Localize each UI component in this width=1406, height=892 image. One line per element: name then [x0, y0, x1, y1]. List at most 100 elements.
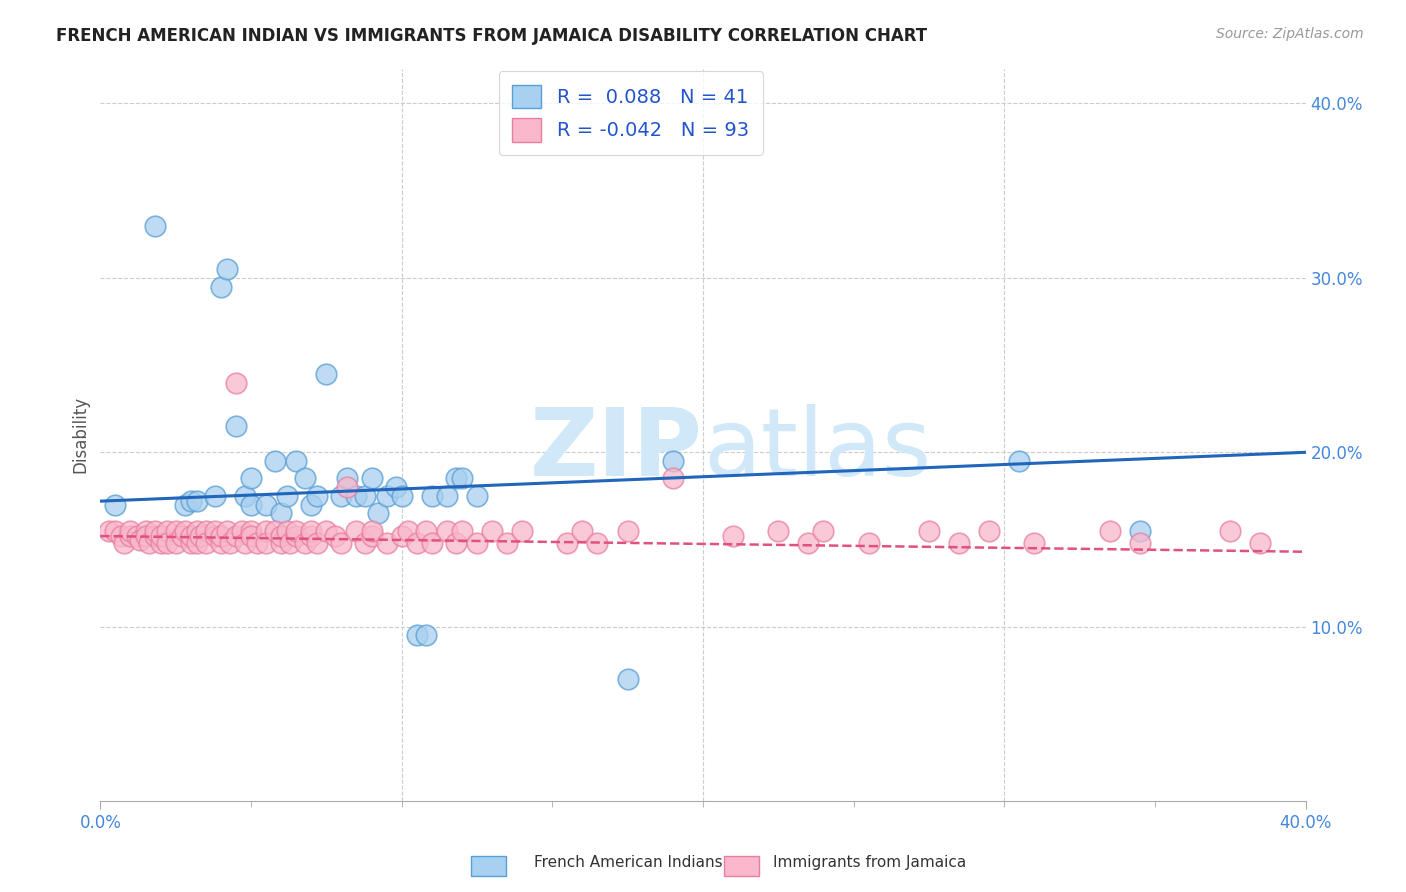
Point: [662, 471, 685, 485]
Point: [276, 524, 298, 538]
Point: [264, 454, 287, 468]
Point: [143, 529, 166, 543]
Point: [299, 524, 322, 538]
Point: [405, 628, 427, 642]
Point: [170, 529, 193, 543]
Point: [278, 536, 301, 550]
Point: [336, 471, 359, 485]
Point: [165, 524, 187, 538]
Point: [225, 419, 247, 434]
Point: [662, 454, 685, 468]
Point: [165, 536, 187, 550]
Point: [173, 498, 195, 512]
Point: [465, 536, 488, 550]
Point: [149, 529, 172, 543]
Point: [307, 489, 329, 503]
Point: [138, 536, 160, 550]
Point: [156, 524, 179, 538]
Point: [375, 536, 398, 550]
Point: [1219, 524, 1241, 538]
Point: [98, 524, 121, 538]
Point: [420, 536, 443, 550]
Point: [225, 376, 247, 390]
Point: [315, 524, 337, 538]
Point: [204, 489, 226, 503]
Point: [1129, 536, 1152, 550]
Point: [240, 498, 263, 512]
Point: [557, 536, 579, 550]
Point: [420, 489, 443, 503]
Point: [346, 489, 368, 503]
Point: [246, 536, 269, 550]
Point: [104, 498, 127, 512]
Point: [721, 529, 744, 543]
Point: [188, 529, 211, 543]
Point: [125, 529, 148, 543]
Point: [209, 529, 232, 543]
Point: [436, 489, 458, 503]
Point: [336, 480, 359, 494]
Point: [948, 536, 970, 550]
Point: [254, 498, 277, 512]
Point: [135, 524, 157, 538]
Point: [396, 524, 419, 538]
Point: [240, 529, 263, 543]
Point: [270, 507, 292, 521]
Point: [367, 507, 389, 521]
Point: [294, 471, 316, 485]
Point: [285, 529, 308, 543]
Point: [285, 524, 308, 538]
Point: [276, 489, 298, 503]
Point: [299, 498, 322, 512]
Point: [616, 524, 638, 538]
Point: [209, 536, 232, 550]
Point: [979, 524, 1001, 538]
Point: [307, 536, 329, 550]
Point: [354, 536, 377, 550]
Point: [254, 524, 277, 538]
Point: [405, 536, 427, 550]
Point: [415, 524, 437, 538]
Point: [114, 536, 136, 550]
Point: [233, 489, 256, 503]
Point: [360, 471, 382, 485]
Point: [225, 529, 247, 543]
Point: [135, 529, 157, 543]
Point: [481, 524, 503, 538]
Legend: R =  0.088   N = 41, R = -0.042   N = 93: R = 0.088 N = 41, R = -0.042 N = 93: [499, 71, 762, 155]
Point: [444, 536, 467, 550]
Text: Source: ZipAtlas.com: Source: ZipAtlas.com: [1216, 27, 1364, 41]
Point: [143, 524, 166, 538]
Point: [586, 536, 609, 550]
Point: [240, 471, 263, 485]
Point: [797, 536, 820, 550]
Point: [510, 524, 533, 538]
Point: [375, 489, 398, 503]
Point: [918, 524, 941, 538]
Point: [156, 536, 179, 550]
Point: [616, 672, 638, 686]
Point: [264, 524, 287, 538]
Point: [330, 536, 353, 550]
Text: French American Indians: French American Indians: [534, 855, 723, 870]
Point: [204, 529, 226, 543]
Point: [104, 524, 127, 538]
Point: [436, 524, 458, 538]
Point: [768, 524, 790, 538]
Text: FRENCH AMERICAN INDIAN VS IMMIGRANTS FROM JAMAICA DISABILITY CORRELATION CHART: FRENCH AMERICAN INDIAN VS IMMIGRANTS FRO…: [56, 27, 928, 45]
Point: [143, 219, 166, 233]
Point: [285, 454, 308, 468]
Point: [360, 524, 382, 538]
Point: [858, 536, 880, 550]
Point: [444, 471, 467, 485]
Point: [219, 536, 242, 550]
Point: [204, 524, 226, 538]
Point: [571, 524, 593, 538]
Point: [149, 536, 172, 550]
Point: [186, 524, 208, 538]
Point: [346, 524, 368, 538]
Point: [813, 524, 835, 538]
Point: [330, 489, 353, 503]
Text: atlas: atlas: [703, 403, 931, 496]
Point: [231, 524, 253, 538]
